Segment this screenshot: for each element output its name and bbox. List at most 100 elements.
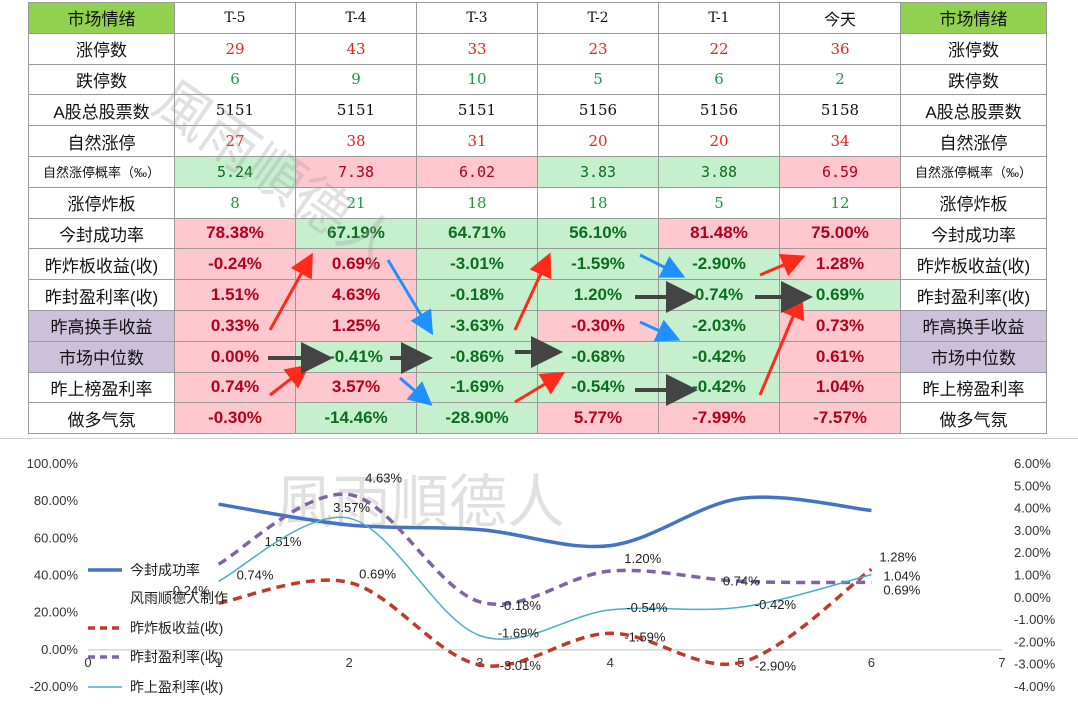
- table-row: 做多气氛 -0.30% -14.46% -28.90% 5.77% -7.99% -7.57…: [28, 402, 1047, 435]
- legend-label: 今封成功率: [130, 562, 200, 578]
- legend-label: 昨炸板收益(收): [130, 620, 223, 636]
- x-tick-label: 1: [215, 655, 222, 670]
- value-cell: 38: [295, 125, 417, 157]
- table-row: 今封成功率 78.38% 67.19% 64.71% 56.10% 81.48% 75.00…: [28, 217, 1047, 250]
- value-cell: -28.90%: [416, 402, 538, 435]
- value-cell: 5: [658, 186, 780, 219]
- y-left-tick-label: 20.00%: [34, 605, 79, 620]
- value-cell: -0.24%: [174, 248, 296, 281]
- value-cell: 20: [537, 125, 659, 157]
- data-label: 1.28%: [879, 549, 916, 564]
- value-cell: 12: [779, 186, 901, 219]
- table-row: 市场中位数 0.00% -0.41% -0.86% -0.68% -0.42% 0.61% 市…: [28, 340, 1047, 373]
- legend-label: 昨封盈利率(收): [130, 649, 223, 665]
- value-cell: 0.00%: [174, 340, 296, 373]
- row-label: 昨高换手收益: [28, 309, 175, 342]
- row-label-right: 昨炸板收益(收): [900, 248, 1047, 281]
- value-cell: 18: [537, 186, 659, 219]
- x-tick-label: 2: [346, 655, 353, 670]
- value-cell: 0.69%: [779, 279, 901, 311]
- data-label: 0.74%: [237, 567, 274, 582]
- series-line: [218, 495, 872, 549]
- y-right-tick-label: -2.00%: [1014, 634, 1056, 649]
- y-left-tick-label: 60.00%: [34, 530, 79, 545]
- value-cell: -7.57%: [779, 402, 901, 435]
- y-right-tick-label: -3.00%: [1014, 657, 1056, 672]
- value-cell: 75.00%: [779, 217, 901, 250]
- value-cell: 56.10%: [537, 217, 659, 250]
- row-label-right: 涨停数: [900, 32, 1047, 65]
- y-right-tick-label: 1.00%: [1014, 568, 1051, 583]
- value-cell: -7.99%: [658, 402, 780, 435]
- data-label: 1.20%: [624, 551, 661, 566]
- header-label-cell: 市场情绪: [900, 2, 1047, 34]
- y-left-tick-label: 40.00%: [34, 568, 79, 583]
- value-cell: 5151: [174, 94, 296, 127]
- line-chart: 風雨順德人100.00%80.00%60.00%40.00%20.00%0.00…: [27, 456, 1056, 695]
- row-label-right: 昨上榜盈利率: [900, 371, 1047, 404]
- value-cell: 6.59: [779, 155, 901, 188]
- table-row: 自然涨停概率（‰） 5.24 7.38 6.02 3.83 3.88 6.59 自然涨停概率（…: [28, 155, 1047, 188]
- value-cell: 34: [779, 125, 901, 157]
- row-label-right: 自然涨停: [900, 125, 1047, 157]
- value-cell: -1.69%: [416, 371, 538, 404]
- value-cell: 1.51%: [174, 279, 296, 311]
- table-row: 涨停数 29 43 33 23 22 36 涨停数: [28, 32, 1047, 65]
- value-cell: -3.01%: [416, 248, 538, 281]
- table-row: 跌停数 6 9 10 5 6 2 跌停数: [28, 63, 1047, 96]
- row-label-right: 跌停数: [900, 63, 1047, 96]
- legend-extra-label: 风雨顺德人制作: [130, 590, 228, 606]
- value-cell: 0.74%: [658, 279, 780, 311]
- value-cell: -0.30%: [537, 309, 659, 342]
- value-cell: 6: [174, 63, 296, 96]
- value-cell: 5: [537, 63, 659, 96]
- value-cell: 81.48%: [658, 217, 780, 250]
- data-label: -0.24%: [169, 583, 211, 598]
- header-label-cell: 市场情绪: [28, 2, 175, 34]
- value-cell: 5.77%: [537, 402, 659, 435]
- table-row: 昨上榜盈利率 0.74% 3.57% -1.69% -0.54% -0.42% 1.04% 昨…: [28, 371, 1047, 404]
- value-cell: 5156: [658, 94, 780, 127]
- header-day-cell: 今天: [779, 2, 901, 34]
- value-cell: -0.42%: [658, 340, 780, 373]
- table-row: 昨炸板收益(收) -0.24% 0.69% -3.01% -1.59% -2.90% 1.2…: [28, 248, 1047, 281]
- value-cell: 33: [416, 32, 538, 65]
- value-cell: 5151: [416, 94, 538, 127]
- data-label: 3.57%: [333, 500, 370, 515]
- y-right-tick-label: 6.00%: [1014, 456, 1051, 471]
- row-label: 市场中位数: [28, 340, 175, 373]
- value-cell: 5156: [537, 94, 659, 127]
- y-left-tick-label: 80.00%: [34, 493, 79, 508]
- value-cell: 43: [295, 32, 417, 65]
- row-label: 今封成功率: [28, 217, 175, 250]
- value-cell: 20: [658, 125, 780, 157]
- value-cell: -1.59%: [537, 248, 659, 281]
- value-cell: -0.30%: [174, 402, 296, 435]
- value-cell: 8: [174, 186, 296, 219]
- row-label-right: 自然涨停概率（‰）: [900, 155, 1047, 188]
- table-row: A股总股票数 5151 5151 5151 5156 5156 5158 A股总股票数: [28, 94, 1047, 127]
- value-cell: -2.90%: [658, 248, 780, 281]
- value-cell: 3.88: [658, 155, 780, 188]
- value-cell: 6: [658, 63, 780, 96]
- row-label: 自然涨停: [28, 125, 175, 157]
- row-label: 昨封盈利率(收): [28, 279, 175, 311]
- y-right-tick-label: -1.00%: [1014, 612, 1056, 627]
- value-cell: 0.73%: [779, 309, 901, 342]
- header-day-cell: T-4: [295, 2, 417, 34]
- value-cell: -0.54%: [537, 371, 659, 404]
- value-cell: 5158: [779, 94, 901, 127]
- data-label: -0.54%: [626, 600, 668, 615]
- value-cell: 1.04%: [779, 371, 901, 404]
- row-label: 涨停数: [28, 32, 175, 65]
- row-label-right: 做多气氛: [900, 402, 1047, 435]
- data-label: 0.69%: [883, 582, 920, 597]
- value-cell: 1.20%: [537, 279, 659, 311]
- value-cell: 3.83: [537, 155, 659, 188]
- value-cell: 0.61%: [779, 340, 901, 373]
- data-label: 1.04%: [883, 569, 920, 584]
- value-cell: 9: [295, 63, 417, 96]
- header-day-cell: T-2: [537, 2, 659, 34]
- row-label-right: 昨高换手收益: [900, 309, 1047, 342]
- header-day-cell: T-1: [658, 2, 780, 34]
